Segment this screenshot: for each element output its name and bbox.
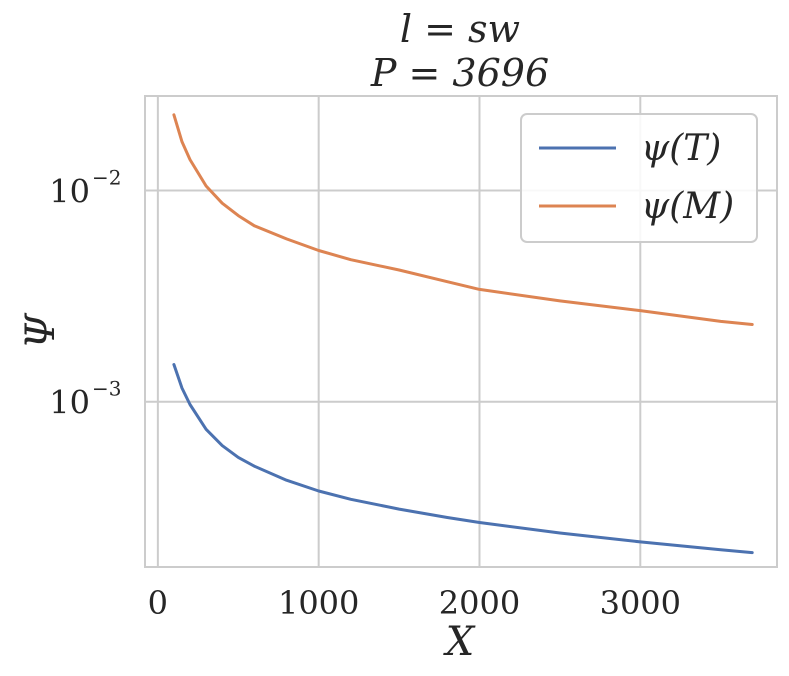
chart-title-line1: l = sw	[400, 7, 520, 51]
y-axis-label: Ψ	[18, 312, 64, 349]
chart-title-line2: P = 3696	[370, 51, 549, 95]
y-tick-exponent: −3	[92, 377, 121, 401]
series-group	[172, 113, 754, 555]
chart-title: l = sw P = 3696	[370, 7, 549, 95]
legend-box	[520, 113, 758, 243]
y-tick-exponent: −2	[92, 165, 121, 189]
series-line-1	[172, 363, 754, 555]
legend-label-1: ψ(T)	[641, 128, 721, 169]
legend-label-2: ψ(M)	[641, 186, 734, 227]
x-tick-label: 0	[148, 584, 168, 622]
y-tick-labels: 10−310−2	[49, 165, 121, 421]
x-tick-label: 1000	[278, 584, 359, 622]
x-tick-label: 2000	[439, 584, 520, 622]
y-tick-label: 10	[49, 384, 90, 422]
plot-frame	[144, 95, 778, 568]
legend: ψ(T) ψ(M)	[520, 113, 758, 243]
series-line-2	[172, 113, 754, 326]
x-tick-labels: 0 1000 2000 3000	[148, 584, 681, 622]
x-tick-label: 3000	[600, 584, 681, 622]
x-axis-label: X	[443, 619, 476, 665]
y-tick-label: 10	[49, 172, 90, 210]
